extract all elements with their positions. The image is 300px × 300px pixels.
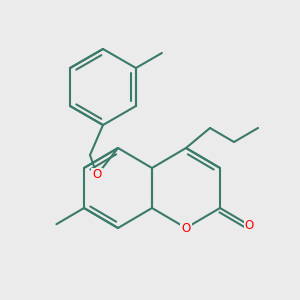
Text: O: O [92, 169, 102, 182]
Text: O: O [245, 219, 254, 232]
Text: O: O [182, 221, 190, 235]
